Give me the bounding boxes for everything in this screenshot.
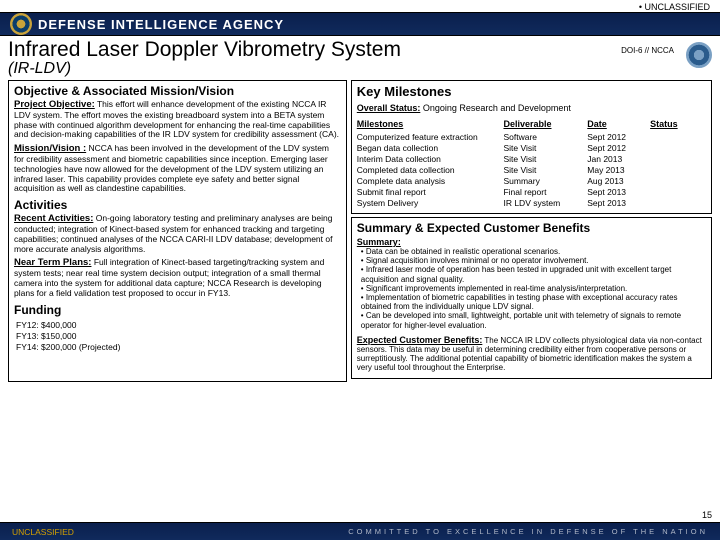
table-cell: [650, 142, 706, 153]
recent-activities: Recent Activities: On-going laboratory t…: [14, 214, 341, 254]
table-cell: May 2013: [587, 164, 650, 175]
mission-vision: Mission/Vision : NCCA has been involved …: [14, 144, 341, 194]
col-date: Date: [587, 119, 650, 131]
bullet-line: • Signal acquisition involves minimal or…: [361, 256, 706, 265]
summary-label: Summary:: [357, 237, 706, 247]
page-subtitle: (IR-LDV): [8, 60, 401, 78]
table-cell: Aug 2013: [587, 175, 650, 186]
overall-text: Ongoing Research and Development: [420, 103, 571, 113]
table-cell: Sept 2013: [587, 197, 650, 208]
table-row: Began data collectionSite VisitSept 2012: [357, 142, 706, 153]
col-milestones: Milestones: [357, 119, 504, 131]
table-cell: Site Visit: [503, 153, 587, 164]
proj-obj-label: Project Objective:: [14, 99, 95, 110]
table-cell: [650, 186, 706, 197]
funding-line: FY12: $400,000: [16, 320, 341, 331]
table-row: Completed data collectionSite VisitMay 2…: [357, 164, 706, 175]
table-cell: Jan 2013: [587, 153, 650, 164]
table-cell: Began data collection: [357, 142, 504, 153]
funding-line: FY13: $150,000: [16, 331, 341, 342]
table-cell: Sept 2012: [587, 131, 650, 142]
table-cell: Computerized feature extraction: [357, 131, 504, 142]
bullet-line: • Can be developed into small, lightweig…: [361, 311, 706, 329]
table-cell: Submit final report: [357, 186, 504, 197]
table-header-row: Milestones Deliverable Date Status: [357, 119, 706, 131]
classification-top: • UNCLASSIFIED: [0, 0, 720, 12]
left-column: Objective & Associated Mission/Vision Pr…: [8, 80, 347, 382]
table-cell: [650, 131, 706, 142]
header-bar: DEFENSE INTELLIGENCE AGENCY: [0, 12, 720, 36]
summary-box: Summary & Expected Customer Benefits Sum…: [351, 217, 712, 379]
activities-heading: Activities: [14, 198, 341, 212]
mini-seal-icon: [686, 42, 712, 68]
right-column: Key Milestones Overall Status: Ongoing R…: [351, 80, 712, 382]
col-status: Status: [650, 119, 706, 131]
overall-label: Overall Status:: [357, 103, 421, 113]
col-deliverable: Deliverable: [503, 119, 587, 131]
footer-bar: UNCLASSIFIED COMMITTED TO EXCELLENCE IN …: [0, 522, 720, 540]
milestone-table: Milestones Deliverable Date Status Compu…: [357, 119, 706, 208]
funding-list: FY12: $400,000 FY13: $150,000 FY14: $200…: [16, 320, 341, 353]
footer-motto: COMMITTED TO EXCELLENCE IN DEFENSE OF TH…: [348, 527, 708, 536]
bullet-line: • Data can be obtained in realistic oper…: [361, 247, 706, 256]
table-cell: Site Visit: [503, 164, 587, 175]
table-row: Submit final reportFinal reportSept 2013: [357, 186, 706, 197]
table-cell: Site Visit: [503, 142, 587, 153]
bullet-line: • Infrared laser mode of operation has b…: [361, 265, 706, 283]
table-cell: Summary: [503, 175, 587, 186]
page-number: 15: [702, 510, 712, 520]
table-row: Complete data analysisSummaryAug 2013: [357, 175, 706, 186]
table-cell: Complete data analysis: [357, 175, 504, 186]
table-cell: Completed data collection: [357, 164, 504, 175]
table-cell: [650, 164, 706, 175]
objective-heading: Objective & Associated Mission/Vision: [14, 84, 341, 98]
funding-heading: Funding: [14, 303, 341, 317]
table-cell: IR LDV system: [503, 197, 587, 208]
summary-bullets: • Data can be obtained in realistic oper…: [357, 247, 706, 330]
expected-benefits: Expected Customer Benefits: The NCCA IR …: [357, 335, 706, 373]
project-objective: Project Objective: This effort will enha…: [14, 100, 341, 140]
table-cell: Sept 2012: [587, 142, 650, 153]
page-title: Infrared Laser Doppler Vibrometry System: [8, 38, 401, 62]
near-term-plans: Near Term Plans: Full integration of Kin…: [14, 258, 341, 298]
table-cell: Interim Data collection: [357, 153, 504, 164]
table-cell: [650, 197, 706, 208]
agency-name: DEFENSE INTELLIGENCE AGENCY: [38, 17, 284, 32]
bullet-line: • Implementation of biometric capabiliti…: [361, 293, 706, 311]
mission-label: Mission/Vision :: [14, 143, 86, 154]
overall-status: Overall Status: Ongoing Research and Dev…: [357, 103, 706, 113]
summary-heading: Summary & Expected Customer Benefits: [357, 221, 706, 235]
agency-seal-icon: [10, 13, 32, 35]
table-row: System DeliveryIR LDV systemSept 2013: [357, 197, 706, 208]
table-cell: Software: [503, 131, 587, 142]
near-label: Near Term Plans:: [14, 257, 91, 268]
table-cell: System Delivery: [357, 197, 504, 208]
doc-code: DOI-6 // NCCA: [621, 46, 674, 55]
table-row: Computerized feature extractionSoftwareS…: [357, 131, 706, 142]
milestones-box: Key Milestones Overall Status: Ongoing R…: [351, 80, 712, 214]
recent-label: Recent Activities:: [14, 213, 93, 224]
table-cell: [650, 175, 706, 186]
funding-line: FY14: $200,000 (Projected): [16, 342, 341, 353]
table-row: Interim Data collectionSite VisitJan 201…: [357, 153, 706, 164]
table-cell: [650, 153, 706, 164]
bullet-line: • Significant improvements implemented i…: [361, 284, 706, 293]
key-milestones-heading: Key Milestones: [357, 84, 706, 99]
benefits-label: Expected Customer Benefits:: [357, 335, 483, 345]
footer-classification: UNCLASSIFIED: [12, 527, 74, 537]
title-row: Infrared Laser Doppler Vibrometry System…: [8, 38, 712, 78]
table-cell: Final report: [503, 186, 587, 197]
table-cell: Sept 2013: [587, 186, 650, 197]
